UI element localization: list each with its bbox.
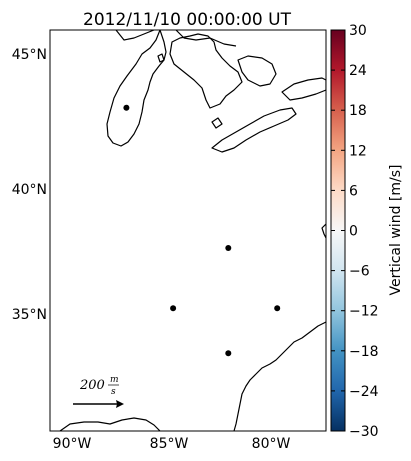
station-marker xyxy=(225,245,232,251)
lon-label-90: 90°W xyxy=(53,436,92,452)
reference-vector-arrow-head xyxy=(116,400,124,408)
reference-vector-unit-denominator: s xyxy=(111,387,116,397)
station-markers xyxy=(123,104,281,357)
station-marker xyxy=(274,305,281,312)
colorbar-tick-label: −18 xyxy=(349,344,379,360)
colorbar-ticks: 30 24 18 12 6 0 −6 −12 −18 −24 −30 xyxy=(331,23,379,440)
lon-label-80: 80°W xyxy=(252,436,291,452)
longitude-labels: 90°W 85°W 80°W xyxy=(53,436,291,452)
lat-label-45: 45°N xyxy=(12,47,47,63)
reference-vector: 200 m s xyxy=(73,375,124,408)
map-frame xyxy=(49,29,327,432)
colorbar-tick-label: −30 xyxy=(349,424,379,440)
colorbar-tick-label: −24 xyxy=(349,384,379,400)
lake-superior-coastline xyxy=(115,30,155,41)
latitude-labels: 45°N 40°N 35°N xyxy=(12,47,47,323)
lat-label-35: 35°N xyxy=(12,307,47,323)
lon-label-85: 85°W xyxy=(150,436,189,452)
colorbar-tick-label: −12 xyxy=(349,304,379,320)
island-coastline xyxy=(157,53,165,63)
station-marker xyxy=(123,104,130,111)
atlantic-coastline xyxy=(233,223,326,431)
lake-michigan-coastline xyxy=(106,30,167,147)
reference-vector-unit-numerator: m xyxy=(110,375,119,385)
station-marker xyxy=(225,350,232,357)
colorbar-tick-label: 12 xyxy=(349,143,367,159)
colorbar-tick-label: 6 xyxy=(349,183,358,199)
colorbar-tick-label: 18 xyxy=(349,103,367,119)
map-area: 200 m s xyxy=(49,29,327,432)
gulf-coastline xyxy=(59,417,161,431)
map-title: 2012/11/10 00:00:00 UT xyxy=(83,10,292,30)
colorbar: 30 24 18 12 6 0 −6 −12 −18 −24 −30 Vertical wind [… xyxy=(330,23,404,440)
georgian-bay-coastline xyxy=(237,55,277,87)
lat-label-40: 40°N xyxy=(12,182,47,198)
lake-huron-coastline xyxy=(169,33,243,109)
station-marker xyxy=(170,305,177,312)
lake-ontario-coastline xyxy=(281,77,326,101)
lake-st-clair-coastline xyxy=(211,117,223,129)
colorbar-tick-label: 24 xyxy=(349,63,367,79)
colorbar-tick-label: −6 xyxy=(349,264,370,280)
colorbar-tick-label: 30 xyxy=(349,23,367,39)
lake-erie-coastline xyxy=(211,107,297,153)
upper-peninsula-coastline xyxy=(175,30,237,47)
colorbar-tick-label: 0 xyxy=(349,224,358,240)
map-background xyxy=(50,30,326,431)
colorbar-label: Vertical wind [m/s] xyxy=(388,165,404,296)
reference-vector-value: 200 xyxy=(79,378,105,393)
